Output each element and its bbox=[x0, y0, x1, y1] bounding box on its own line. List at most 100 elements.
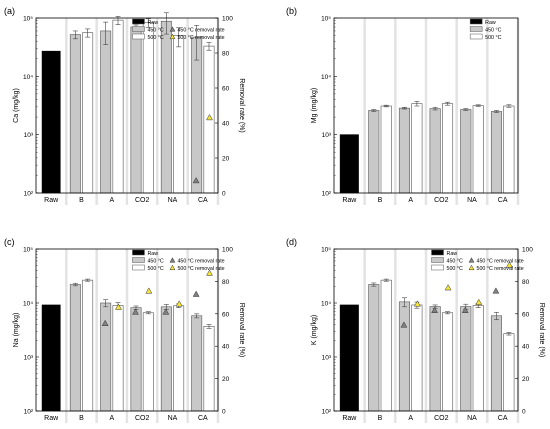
x-tick-label: A bbox=[109, 197, 114, 204]
y2-tick-label: 20 bbox=[222, 376, 230, 383]
y2-axis-label: Removal rate (%) bbox=[238, 78, 245, 132]
y-tick-label: 10⁴ bbox=[23, 74, 33, 81]
category-separator bbox=[95, 18, 98, 205]
category-band bbox=[67, 411, 96, 423]
legend-label: 450 °C removal rate bbox=[477, 259, 524, 265]
bar-450C bbox=[398, 301, 410, 412]
bar-500C bbox=[503, 333, 515, 412]
legend-swatch bbox=[469, 26, 483, 32]
x-tick-label: CO2 bbox=[434, 415, 449, 422]
x-tick-label: CA bbox=[498, 415, 508, 422]
bar-450C bbox=[460, 109, 472, 194]
panel-label: (a) bbox=[4, 6, 15, 16]
legend-label: 450 °C bbox=[447, 259, 463, 265]
category-band bbox=[427, 193, 456, 205]
bar-500C bbox=[142, 312, 154, 412]
category-separator bbox=[95, 249, 98, 423]
category-separator bbox=[455, 249, 458, 423]
y2-axis-label: Removal rate (%) bbox=[238, 303, 245, 357]
bar-Raw bbox=[41, 50, 61, 194]
removal-rate-marker bbox=[400, 321, 408, 328]
category-band bbox=[335, 193, 364, 205]
category-separator bbox=[125, 249, 129, 423]
x-tick-label: A bbox=[408, 197, 413, 204]
chart-panel-3: (d) Raw B A CO2 NA CA 10² 10³ 10⁴ 10⁵ K (mg/kg) 0 20 4… bbox=[286, 237, 545, 423]
y-tick-label: 10³ bbox=[24, 355, 34, 362]
y2-axis-label: Removal rate (%) bbox=[538, 303, 545, 357]
bar-450C bbox=[69, 34, 81, 194]
bar-500C bbox=[442, 312, 454, 412]
category-band bbox=[128, 411, 157, 423]
legend-label: 500 °C bbox=[485, 35, 501, 41]
bar-500C bbox=[380, 105, 392, 194]
legend-marker bbox=[468, 264, 475, 271]
y2-tick-label: 0 bbox=[222, 191, 226, 198]
category-separator bbox=[125, 18, 129, 205]
category-separator bbox=[363, 249, 366, 423]
x-tick-label: A bbox=[109, 415, 114, 422]
removal-rate-marker bbox=[145, 287, 153, 294]
panel-label: (c) bbox=[4, 237, 15, 247]
chart-panel-0: (a) Raw B A CO2 NA CA 10² 10³ 10⁴ 10⁵ Ca (mg/kg) 0 20… bbox=[4, 6, 245, 205]
bar-450C bbox=[100, 30, 112, 194]
y-tick-label: 10² bbox=[24, 191, 34, 198]
y2-tick-label: 100 bbox=[222, 247, 233, 254]
removal-rate-marker bbox=[413, 300, 421, 307]
removal-rate-marker bbox=[101, 319, 109, 326]
bar-500C bbox=[472, 305, 484, 412]
plot-frame bbox=[333, 17, 519, 194]
bar-500C bbox=[112, 305, 124, 412]
category-band bbox=[365, 411, 395, 423]
removal-rate-marker bbox=[206, 113, 213, 121]
legend-label: Raw bbox=[485, 20, 496, 26]
category-band bbox=[188, 193, 217, 205]
x-tick-label: Raw bbox=[342, 415, 357, 422]
category-separator bbox=[156, 18, 159, 205]
category-separator bbox=[65, 249, 68, 423]
legend-swatch bbox=[431, 249, 444, 256]
removal-rate-marker bbox=[431, 306, 439, 313]
legend-label: 500 °C removal rate bbox=[177, 266, 224, 272]
y2-tick-label: 40 bbox=[222, 344, 230, 351]
y2-tick-label: 100 bbox=[222, 16, 233, 23]
y2-tick-label: 0 bbox=[222, 409, 226, 416]
legend-label: 450 °C bbox=[485, 28, 501, 34]
x-tick-label: Raw bbox=[342, 197, 357, 204]
y-tick-label: 10² bbox=[322, 409, 332, 416]
category-band bbox=[128, 193, 157, 205]
y-tick-label: 10³ bbox=[322, 132, 332, 139]
category-separator bbox=[455, 18, 458, 205]
legend-marker bbox=[169, 26, 176, 32]
category-band bbox=[488, 193, 517, 205]
y-tick-label: 10⁴ bbox=[321, 301, 331, 308]
x-tick-label: B bbox=[378, 197, 383, 204]
legend-swatch bbox=[469, 33, 483, 40]
y2-tick-label: 100 bbox=[522, 247, 533, 254]
category-band bbox=[365, 193, 395, 205]
bar-500C bbox=[82, 279, 94, 412]
category-separator bbox=[186, 18, 189, 205]
legend-swatch bbox=[132, 249, 145, 256]
legend-swatch bbox=[132, 26, 145, 32]
y-tick-label: 10⁵ bbox=[321, 16, 331, 23]
legend-label: 450 °C removal rate bbox=[177, 259, 224, 265]
category-band bbox=[158, 193, 187, 205]
removal-rate-marker bbox=[492, 287, 500, 294]
bar-450C bbox=[398, 107, 410, 194]
bar-500C bbox=[442, 103, 454, 194]
removal-rate-marker bbox=[475, 298, 483, 305]
category-separator bbox=[486, 18, 489, 205]
y2-tick-label: 40 bbox=[222, 121, 230, 128]
removal-rate-marker bbox=[461, 306, 469, 313]
x-tick-label: B bbox=[79, 197, 84, 204]
category-separator bbox=[65, 18, 68, 205]
bar-500C bbox=[411, 103, 423, 194]
x-tick-label: Raw bbox=[44, 415, 59, 422]
y2-tick-label: 60 bbox=[522, 311, 530, 318]
category-band bbox=[67, 193, 96, 205]
plot-frame bbox=[35, 17, 219, 194]
category-band bbox=[427, 411, 456, 423]
bar-450C bbox=[160, 20, 172, 194]
